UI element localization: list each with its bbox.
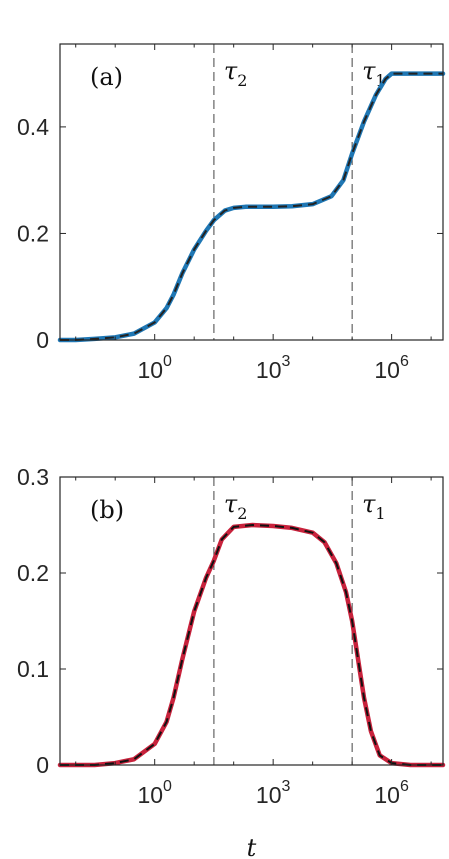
xtick-label-0: 100 <box>137 353 172 383</box>
xtick-label-exp-0: 0 <box>163 778 172 795</box>
vline-label-0: τ2 <box>224 490 247 523</box>
xtick-label-base-1: 10 <box>256 782 282 808</box>
vline-label-base-0: τ <box>224 490 238 518</box>
series-line-dashed-0 <box>60 524 443 766</box>
xtick-label-base-2: 10 <box>374 782 400 808</box>
vline-label-base-1: τ <box>362 57 376 85</box>
series-line-dashed-0 <box>60 72 443 341</box>
axes-box <box>59 476 444 766</box>
xtick-label-base-1: 10 <box>256 357 282 383</box>
xtick-label-base-0: 10 <box>137 357 163 383</box>
vline-label-sub-1: 1 <box>375 71 385 90</box>
xtick-label-exp-0: 0 <box>163 353 172 370</box>
panel-label: (b) <box>90 496 124 524</box>
ytick-label-2: 0.2 <box>17 560 49 586</box>
axes-box <box>59 43 444 341</box>
xtick-label-exp-1: 3 <box>282 778 291 795</box>
vline-label-0: τ2 <box>224 57 247 90</box>
xtick-label-base-2: 10 <box>374 357 400 383</box>
vline-label-sub-1: 1 <box>375 504 385 523</box>
vline-label-base-0: τ <box>224 57 238 85</box>
xtick-label-exp-2: 6 <box>400 353 409 370</box>
vline-label-sub-0: 2 <box>237 71 247 90</box>
x-axis-label: t <box>247 834 257 859</box>
vline-label-base-1: τ <box>362 490 376 518</box>
panel-label: (a) <box>90 63 123 91</box>
ytick-label-0: 0 <box>36 752 49 778</box>
xtick-label-0: 100 <box>137 778 172 808</box>
xtick-label-2: 106 <box>374 778 409 808</box>
vline-label-1: τ1 <box>362 57 385 90</box>
xtick-label-1: 103 <box>256 353 291 383</box>
series-line-solid-0 <box>57 522 446 768</box>
ytick-label-0: 0 <box>36 327 49 353</box>
ytick-label-1: 0.2 <box>17 220 49 246</box>
xtick-label-exp-1: 3 <box>282 353 291 370</box>
xtick-label-2: 106 <box>374 353 409 383</box>
vline-label-sub-0: 2 <box>237 504 247 523</box>
vline-label-1: τ1 <box>362 490 385 523</box>
xtick-label-base-0: 10 <box>137 782 163 808</box>
ytick-label-2: 0.4 <box>17 114 49 140</box>
xtick-label-exp-2: 6 <box>400 778 409 795</box>
ytick-label-3: 0.3 <box>17 464 49 490</box>
xtick-label-1: 103 <box>256 778 291 808</box>
ytick-label-1: 0.1 <box>17 656 49 682</box>
